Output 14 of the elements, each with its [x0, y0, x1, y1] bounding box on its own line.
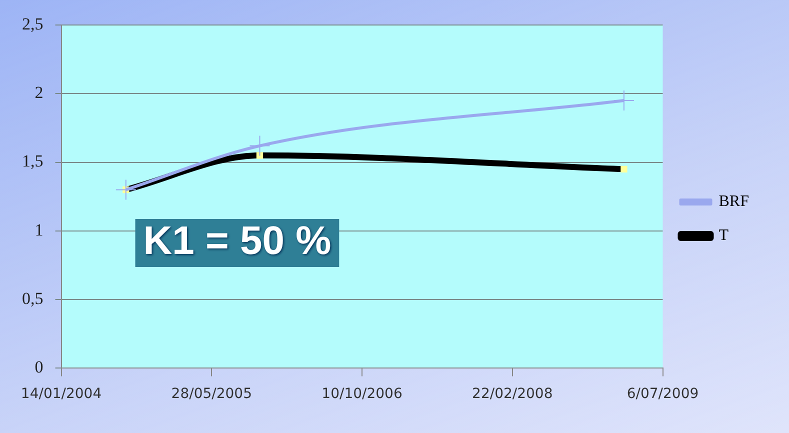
y-tick-label: 0,5 [22, 289, 44, 308]
x-tick-label: 28/05/2005 [171, 386, 252, 402]
x-tick-label: 14/01/2004 [20, 386, 102, 402]
y-tick-label: 2,5 [22, 14, 44, 34]
y-tick-label: 0 [34, 358, 44, 377]
y-tick-label: 2 [34, 83, 44, 102]
x-tick-label: 10/10/2006 [322, 386, 402, 402]
y-tick-label: 1,5 [22, 152, 44, 171]
x-tick-label: 22/02/2008 [472, 386, 553, 402]
legend-label: T [718, 227, 729, 244]
x-tick-label: 6/07/2009 [626, 386, 699, 402]
annotation: K1 = 50 % [143, 219, 332, 264]
legend-label: BRF [718, 193, 750, 210]
y-tick-label: 1 [34, 220, 44, 240]
